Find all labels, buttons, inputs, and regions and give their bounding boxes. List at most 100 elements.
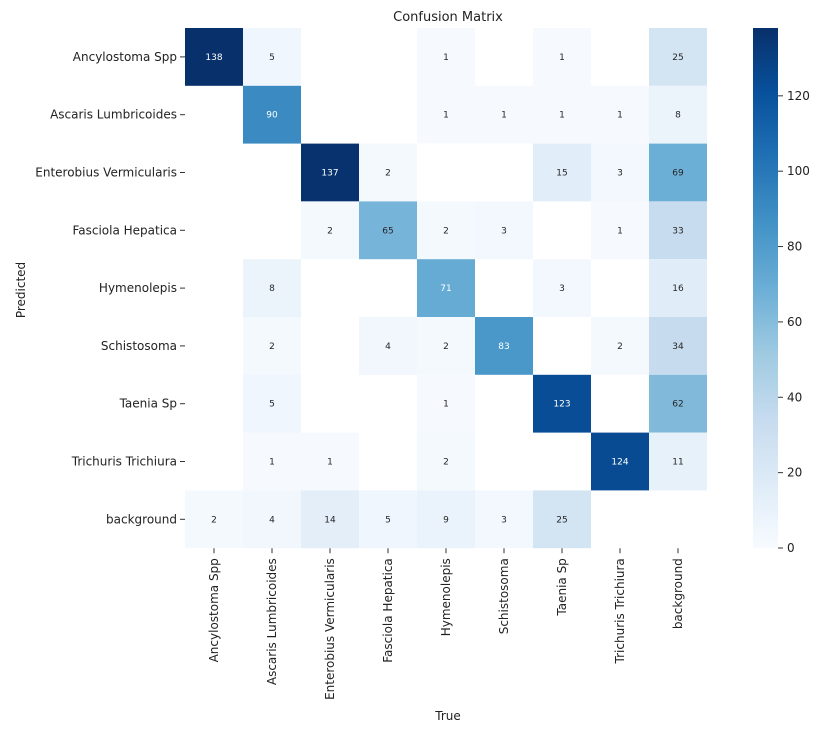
cell-value-label: 33 [672,226,683,236]
cell-value-label: 1 [559,53,565,63]
heatmap-cell [649,201,707,260]
cell-value-label: 3 [501,515,507,525]
x-axis-label: True [434,709,461,723]
cell-value-label: 5 [385,515,391,525]
cell-value-label: 11 [672,458,683,468]
cell-value-label: 90 [266,111,278,121]
heatmap-cell [243,259,301,317]
cell-value-label: 1 [559,111,565,121]
y-tick-label: Taenia Sp [119,397,177,411]
heatmap-cell [591,201,649,260]
heatmap-cell [591,432,649,491]
heatmap-cell [301,432,359,491]
heatmap-cell [417,201,475,260]
cell-value-label: 9 [443,515,449,525]
cell-value-label: 71 [440,284,451,294]
x-tick-label: Taenia Sp [555,558,569,616]
cell-value-label: 4 [269,515,275,525]
x-tick-label: Fasciola Hepatica [381,558,395,663]
heatmap-cell [649,85,707,144]
y-tick-label: Schistosoma [101,339,177,353]
x-tick-labels: Ancylostoma Spp Ascaris Lumbricoides Enter… [207,548,685,700]
y-tick-label: Ancylostoma Spp [73,50,177,64]
cell-value-label: 69 [672,169,684,179]
heatmap-cell [243,490,301,549]
heatmap-cell [359,490,417,549]
heatmap-cell [243,432,301,491]
y-tick-label: background [106,512,177,526]
colorbar-tick-label: 100 [787,164,810,178]
heatmap-cell [533,143,591,202]
cell-value-label: 2 [443,458,449,468]
y-tick-labels: Ancylostoma Spp Ascaris Lumbricoides Enter… [35,50,185,526]
heatmap-cell [533,28,591,86]
colorbar-tick-label: 20 [787,466,802,480]
cell-value-label: 2 [617,342,623,352]
heatmap-cell [243,317,301,375]
x-tick-label: Ancylostoma Spp [207,558,221,662]
heatmap-cell [533,85,591,144]
x-tick-label: Trichuris Trichiura [613,558,627,664]
heatmap-cell [649,28,707,86]
heatmap-cell [649,317,707,375]
heatmap-cell [359,143,417,202]
cell-value-label: 16 [672,284,684,294]
cell-value-label: 2 [269,342,275,352]
heatmap-cell [533,490,591,549]
heatmap-cell [591,85,649,144]
heatmap-cell [417,28,475,86]
x-tick-label: Schistosoma [497,558,511,634]
heatmap-cell [649,259,707,317]
cell-value-label: 124 [611,458,628,468]
colorbar-tick-label: 120 [787,89,810,103]
y-axis-label: Predicted [14,262,28,318]
cell-value-label: 1 [617,226,623,236]
cell-value-label: 8 [269,284,275,294]
heatmap-cell [301,143,359,202]
heatmap-cell [359,201,417,260]
heatmap-cell [649,432,707,491]
cell-value-label: 138 [205,53,222,63]
cell-value-label: 1 [443,53,449,63]
cell-value-label: 14 [324,515,336,525]
heatmap-cell [475,201,533,260]
cell-value-label: 5 [269,53,275,63]
cell-value-label: 3 [501,226,507,236]
heatmap-cell [185,490,243,549]
x-tick-label: Hymenolepis [439,558,453,636]
cell-value-label: 1 [443,111,449,121]
heatmap-cell [417,432,475,491]
cell-value-label: 1 [327,458,333,468]
heatmap-cell [417,259,475,317]
heatmap-cell [417,374,475,433]
y-tick-label: Fasciola Hepatica [72,223,177,237]
heatmap-cell [649,374,707,433]
y-tick-label: Enterobius Vermicularis [35,166,177,180]
y-tick-label: Trichuris Trichiura [71,455,177,469]
heatmap-cell [591,143,649,202]
cell-value-label: 137 [321,169,338,179]
heatmap-cell [243,85,301,144]
cell-value-label: 15 [556,169,567,179]
heatmap-cell [243,28,301,86]
cell-value-label: 3 [617,169,623,179]
heatmap-cell [533,374,591,433]
x-tick-label: Enterobius Vermicularis [323,558,337,700]
cell-value-label: 34 [672,342,684,352]
heatmap-cell [359,317,417,375]
cell-value-label: 62 [672,400,683,410]
heatmap-cell [185,28,243,86]
heatmap-cell [417,317,475,375]
cell-value-label: 1 [443,400,449,410]
cell-value-label: 2 [443,226,449,236]
y-tick-label: Ascaris Lumbricoides [50,108,177,122]
colorbar-tick-label: 60 [787,315,802,329]
heatmap-cell [591,317,649,375]
y-tick-label: Hymenolepis [99,281,177,295]
cell-value-label: 2 [211,515,217,525]
colorbar-ticks: 0 20 40 60 80 100 120 [778,89,810,555]
heatmap-cell [475,85,533,144]
heatmap-cell [649,143,707,202]
